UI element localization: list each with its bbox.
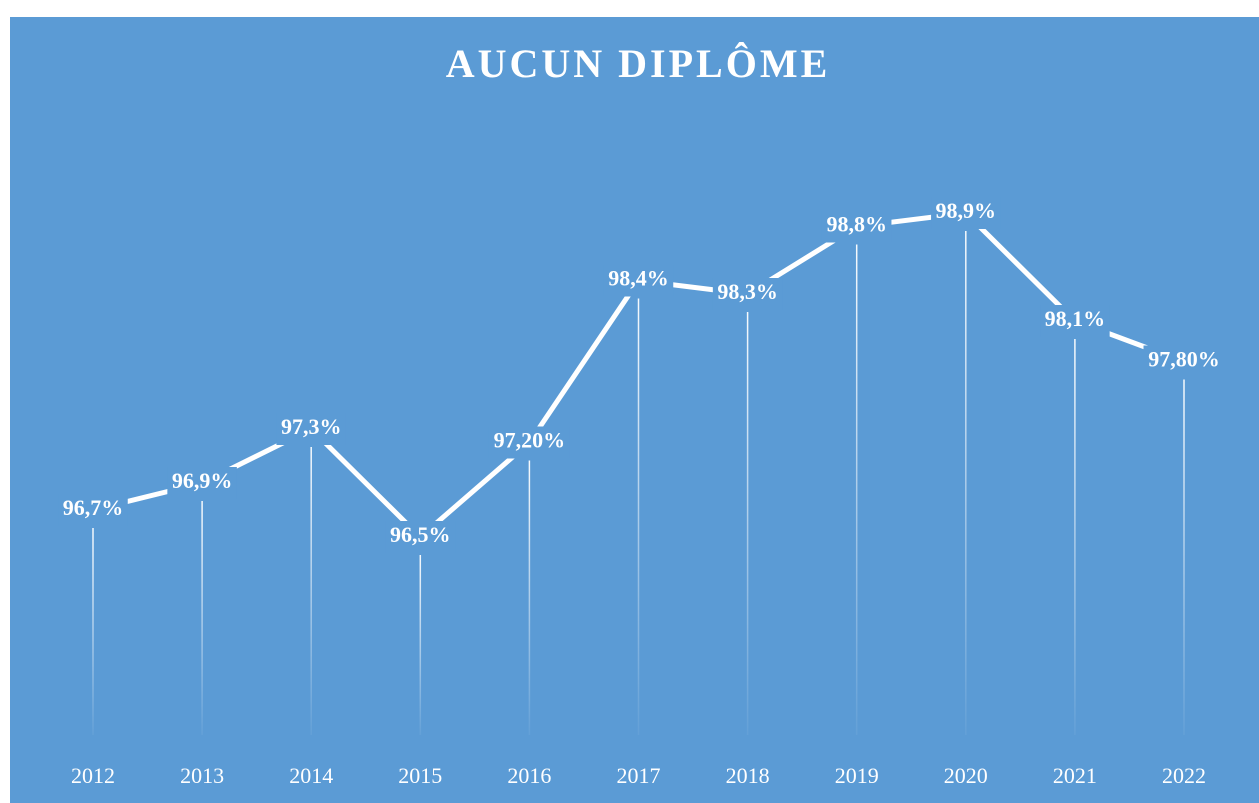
drop-line (201, 501, 203, 735)
x-tick-label: 2014 (289, 763, 333, 788)
label-background (821, 210, 892, 243)
label-background (167, 467, 237, 499)
plot-background (10, 17, 1259, 803)
label-background (58, 494, 128, 526)
label-background (276, 413, 346, 445)
drop-line (528, 460, 531, 735)
x-tick-label: 2021 (1053, 763, 1097, 788)
x-tick-label: 2018 (726, 763, 770, 788)
data-label: 98,4% (608, 266, 669, 291)
drop-line (310, 447, 312, 735)
drop-line (1183, 379, 1185, 735)
data-label: 97,3% (281, 414, 342, 439)
chart-title: AUCUN DIPLÔME (446, 41, 831, 86)
drop-line (637, 298, 640, 735)
drop-line (746, 312, 749, 735)
drop-line (1074, 339, 1076, 735)
label-background (712, 278, 783, 310)
data-label: 98,3% (717, 279, 778, 304)
data-label: 96,7% (63, 495, 124, 520)
drop-line (92, 528, 94, 735)
data-label: 97,20% (494, 428, 566, 453)
label-background (1040, 305, 1110, 337)
label-background (931, 197, 1001, 229)
drop-line (419, 555, 422, 735)
x-tick-label: 2016 (507, 763, 551, 788)
x-tick-label: 2015 (398, 763, 442, 788)
data-label: 96,5% (390, 522, 451, 547)
x-tick-label: 2012 (71, 763, 115, 788)
x-tick-label: 2017 (617, 763, 661, 788)
label-background (488, 426, 570, 459)
drop-line (965, 231, 967, 735)
drop-line (855, 244, 858, 735)
x-tick-label: 2019 (835, 763, 879, 788)
data-label: 98,9% (936, 198, 997, 223)
label-background (1143, 345, 1225, 378)
data-label: 98,1% (1045, 306, 1106, 331)
x-tick-label: 2022 (1162, 763, 1206, 788)
x-tick-label: 2013 (180, 763, 224, 788)
data-label: 97,80% (1148, 347, 1220, 372)
data-label: 98,8% (826, 212, 887, 237)
data-label: 96,9% (172, 468, 233, 493)
x-tick-label: 2020 (944, 763, 988, 788)
label-background (385, 521, 456, 553)
label-background (603, 264, 674, 297)
